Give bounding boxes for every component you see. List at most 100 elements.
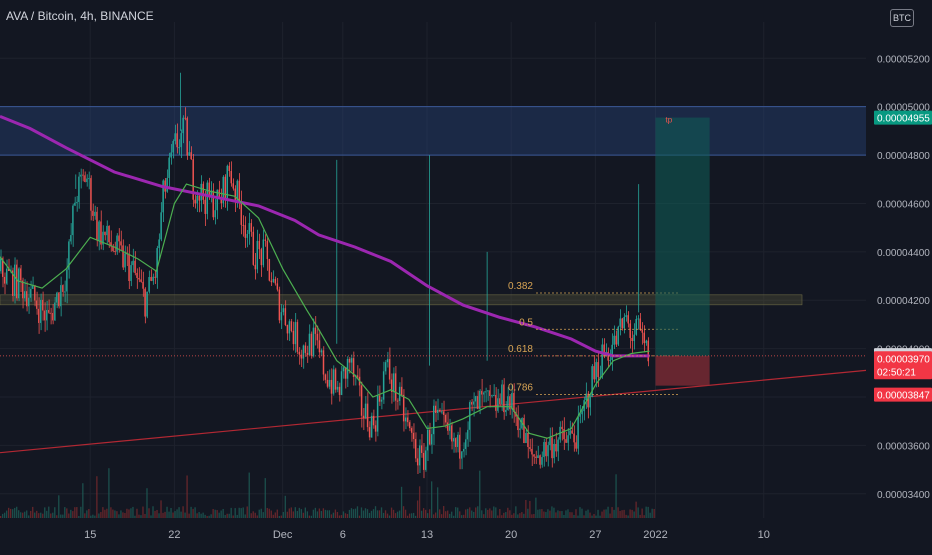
volume-bar — [198, 512, 200, 518]
candle-body — [426, 429, 429, 451]
candle-body — [585, 393, 587, 401]
volume-bar — [110, 507, 112, 518]
volume-bar — [48, 506, 50, 518]
fib-level-label: 0.5 — [519, 317, 533, 328]
volume-bar — [172, 512, 174, 518]
candle-body — [499, 398, 501, 405]
volume-bar — [170, 507, 172, 518]
candle-body — [146, 291, 148, 317]
candle-body — [242, 224, 244, 226]
candle-body — [430, 434, 433, 445]
candle-body — [70, 235, 72, 242]
volume-bar — [354, 508, 357, 518]
volume-bar — [98, 513, 100, 518]
stop-loss-zone — [655, 355, 710, 386]
candle-body — [491, 395, 493, 397]
volume-bar — [78, 515, 80, 518]
volume-bar — [260, 508, 262, 518]
volume-bar — [627, 515, 629, 518]
candle-body — [493, 394, 495, 396]
volume-bar — [184, 512, 186, 518]
candle-body — [519, 428, 521, 431]
volume-bar — [272, 514, 274, 518]
currency-badge[interactable]: BTC — [890, 9, 914, 27]
time-tick-label: 27 — [589, 529, 601, 541]
candle-body — [404, 417, 407, 422]
candle-body — [495, 394, 497, 411]
candle-body — [609, 359, 611, 361]
candle-body — [326, 379, 329, 387]
candle-body — [352, 358, 355, 377]
volume-bar — [549, 510, 551, 518]
candle-body — [84, 175, 86, 182]
volume-bar — [513, 513, 515, 518]
candle-body — [22, 280, 24, 299]
price-tick-label: 0.00004600 — [877, 199, 930, 210]
moving-average-line — [0, 115, 650, 358]
volume-bar — [254, 512, 256, 518]
candle-body — [424, 450, 427, 470]
volume-bar — [396, 511, 399, 518]
candle-body — [246, 233, 248, 238]
candle-body — [128, 254, 130, 282]
volume-bar — [601, 511, 603, 518]
volume-bar — [623, 509, 625, 518]
candle-body — [42, 299, 44, 311]
candle-body — [184, 117, 186, 119]
candle-body — [74, 202, 76, 206]
candle-body — [330, 379, 333, 394]
candle-body — [587, 393, 589, 408]
volume-bar — [479, 470, 481, 518]
volume-bar — [32, 506, 34, 518]
candle-body — [595, 362, 597, 380]
candle-body — [418, 445, 421, 466]
candle-body — [485, 391, 487, 393]
candle-body — [549, 437, 551, 446]
volume-bar — [190, 506, 192, 518]
volume-bar — [308, 515, 311, 518]
candle-body — [535, 456, 537, 458]
volume-bar — [268, 508, 270, 518]
candle-body — [320, 350, 323, 353]
volume-bar — [346, 513, 349, 518]
candle-body — [637, 318, 639, 320]
volume-bar — [64, 507, 66, 518]
volume-bar — [473, 511, 475, 518]
volume-bar — [521, 512, 523, 518]
candle-body — [236, 180, 238, 201]
volume-bar — [505, 512, 507, 518]
candle-body — [258, 240, 261, 250]
candle-body — [16, 264, 18, 299]
candle-body — [483, 392, 485, 395]
volume-bar — [571, 512, 573, 518]
volume-bar — [146, 488, 148, 518]
candle-body — [260, 249, 263, 266]
candle-body — [342, 367, 345, 372]
candle-body — [46, 309, 48, 321]
volume-bar — [447, 510, 449, 518]
volume-bar — [330, 514, 333, 518]
volume-bar — [50, 513, 52, 518]
volume-bar — [24, 511, 26, 518]
candle-body — [28, 297, 30, 307]
volume-bar — [82, 483, 84, 518]
price-tick-label: 0.00004400 — [877, 248, 930, 259]
volume-bar — [362, 510, 365, 518]
candle-body — [98, 221, 100, 241]
candle-body — [567, 435, 569, 443]
volume-bar — [236, 514, 238, 518]
volume-bar — [461, 515, 463, 518]
volume-bar — [238, 507, 240, 518]
candle-body — [152, 276, 154, 281]
volume-bar — [388, 515, 391, 518]
candle-body — [439, 409, 441, 412]
volume-bar — [140, 515, 142, 518]
candle-body — [250, 223, 252, 232]
candle-body — [593, 366, 595, 380]
volume-bar — [80, 506, 82, 518]
candle-body — [122, 245, 124, 268]
candle-body — [322, 350, 325, 375]
candle-body — [136, 272, 138, 278]
